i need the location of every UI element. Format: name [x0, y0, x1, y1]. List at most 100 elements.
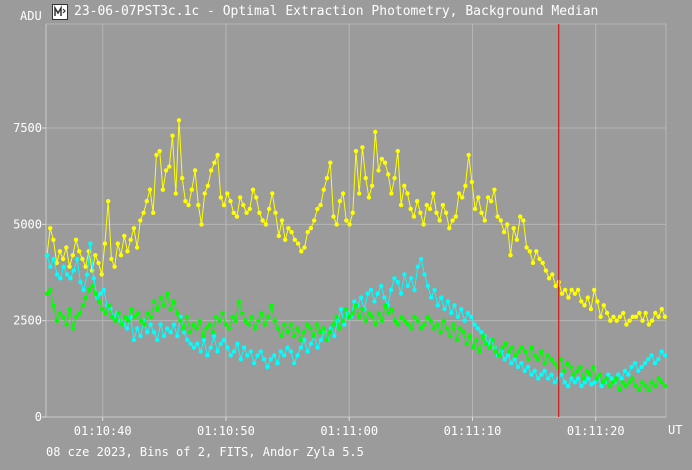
data-point: [492, 187, 497, 192]
data-point: [516, 349, 521, 354]
data-point: [54, 272, 60, 277]
data-point: [129, 306, 134, 312]
data-point: [565, 384, 571, 389]
data-point: [572, 380, 577, 385]
data-point: [559, 372, 564, 377]
data-point: [174, 310, 180, 316]
data-point: [370, 314, 375, 319]
data-point: [373, 322, 378, 327]
data-point: [176, 118, 182, 123]
data-point: [595, 299, 600, 304]
data-point: [555, 376, 561, 381]
data-point: [285, 330, 290, 335]
data-point: [106, 303, 112, 308]
data-point: [588, 372, 593, 377]
data-point: [241, 345, 247, 350]
data-point: [51, 256, 56, 262]
data-point: [338, 306, 344, 312]
data-point: [522, 349, 528, 354]
data-point: [245, 353, 250, 358]
data-point: [568, 364, 573, 370]
data-point: [275, 360, 280, 366]
data-point: [409, 326, 414, 331]
data-point: [591, 364, 596, 370]
chart-app-icon[interactable]: [52, 4, 68, 20]
series-0: [44, 118, 668, 327]
data-point: [218, 195, 223, 200]
data-point: [324, 337, 329, 343]
data-point: [389, 191, 394, 196]
data-point: [135, 310, 141, 316]
data-point: [543, 268, 549, 273]
window-title: 23-06-07PST3c.1c - Optimal Extraction Ph…: [74, 4, 599, 19]
data-point: [451, 322, 456, 327]
data-point: [116, 310, 121, 316]
data-point: [579, 299, 584, 304]
data-point: [437, 218, 442, 223]
data-point: [168, 330, 173, 335]
data-point: [295, 241, 301, 246]
data-point: [592, 287, 597, 293]
data-point: [463, 183, 468, 188]
data-point: [131, 226, 137, 231]
data-point: [438, 330, 443, 335]
data-point: [662, 353, 668, 358]
data-point: [422, 322, 427, 327]
data-point: [465, 310, 471, 316]
data-point: [643, 310, 648, 316]
data-point: [418, 256, 424, 262]
data-point: [48, 287, 53, 293]
data-point: [138, 218, 143, 223]
data-point: [81, 287, 86, 293]
data-point: [415, 199, 420, 204]
data-point: [630, 314, 635, 319]
data-point: [54, 318, 59, 323]
data-point: [228, 353, 233, 358]
data-point: [369, 183, 375, 188]
data-point: [212, 160, 217, 165]
data-point: [530, 260, 536, 266]
data-point: [662, 314, 668, 319]
data-point: [584, 368, 590, 373]
data-point: [80, 303, 86, 308]
data-point: [236, 299, 242, 304]
data-point: [61, 264, 66, 269]
data-point: [594, 376, 599, 381]
x-tick-label: 01:10:50: [197, 424, 255, 438]
data-point: [161, 303, 167, 308]
data-point: [506, 349, 512, 354]
data-point: [112, 264, 117, 269]
data-point: [295, 353, 300, 358]
data-point: [201, 337, 207, 343]
data-point: [503, 341, 508, 346]
data-point: [171, 322, 177, 327]
data-point: [331, 214, 336, 219]
data-point: [500, 345, 505, 350]
x-axis-label: UT: [668, 423, 683, 437]
data-point: [366, 195, 372, 200]
data-point: [540, 260, 545, 266]
data-point: [559, 291, 565, 296]
data-point: [578, 364, 583, 370]
data-point: [260, 218, 265, 223]
data-point: [636, 368, 641, 373]
data-point: [218, 341, 223, 346]
data-point: [572, 291, 578, 296]
data-point: [200, 333, 206, 339]
data-point: [83, 295, 89, 300]
data-point: [585, 295, 590, 300]
data-point: [527, 249, 532, 254]
data-point: [70, 253, 76, 258]
y-tick-label: 2500: [13, 314, 42, 328]
data-point: [151, 330, 157, 335]
data-point: [509, 345, 515, 350]
data-point: [552, 360, 557, 366]
data-point: [254, 195, 259, 200]
data-point: [525, 364, 531, 370]
data-point: [431, 191, 436, 196]
data-point: [211, 333, 217, 339]
data-point: [534, 249, 539, 254]
data-point: [441, 318, 446, 323]
data-point: [642, 360, 648, 366]
data-point: [382, 295, 387, 300]
